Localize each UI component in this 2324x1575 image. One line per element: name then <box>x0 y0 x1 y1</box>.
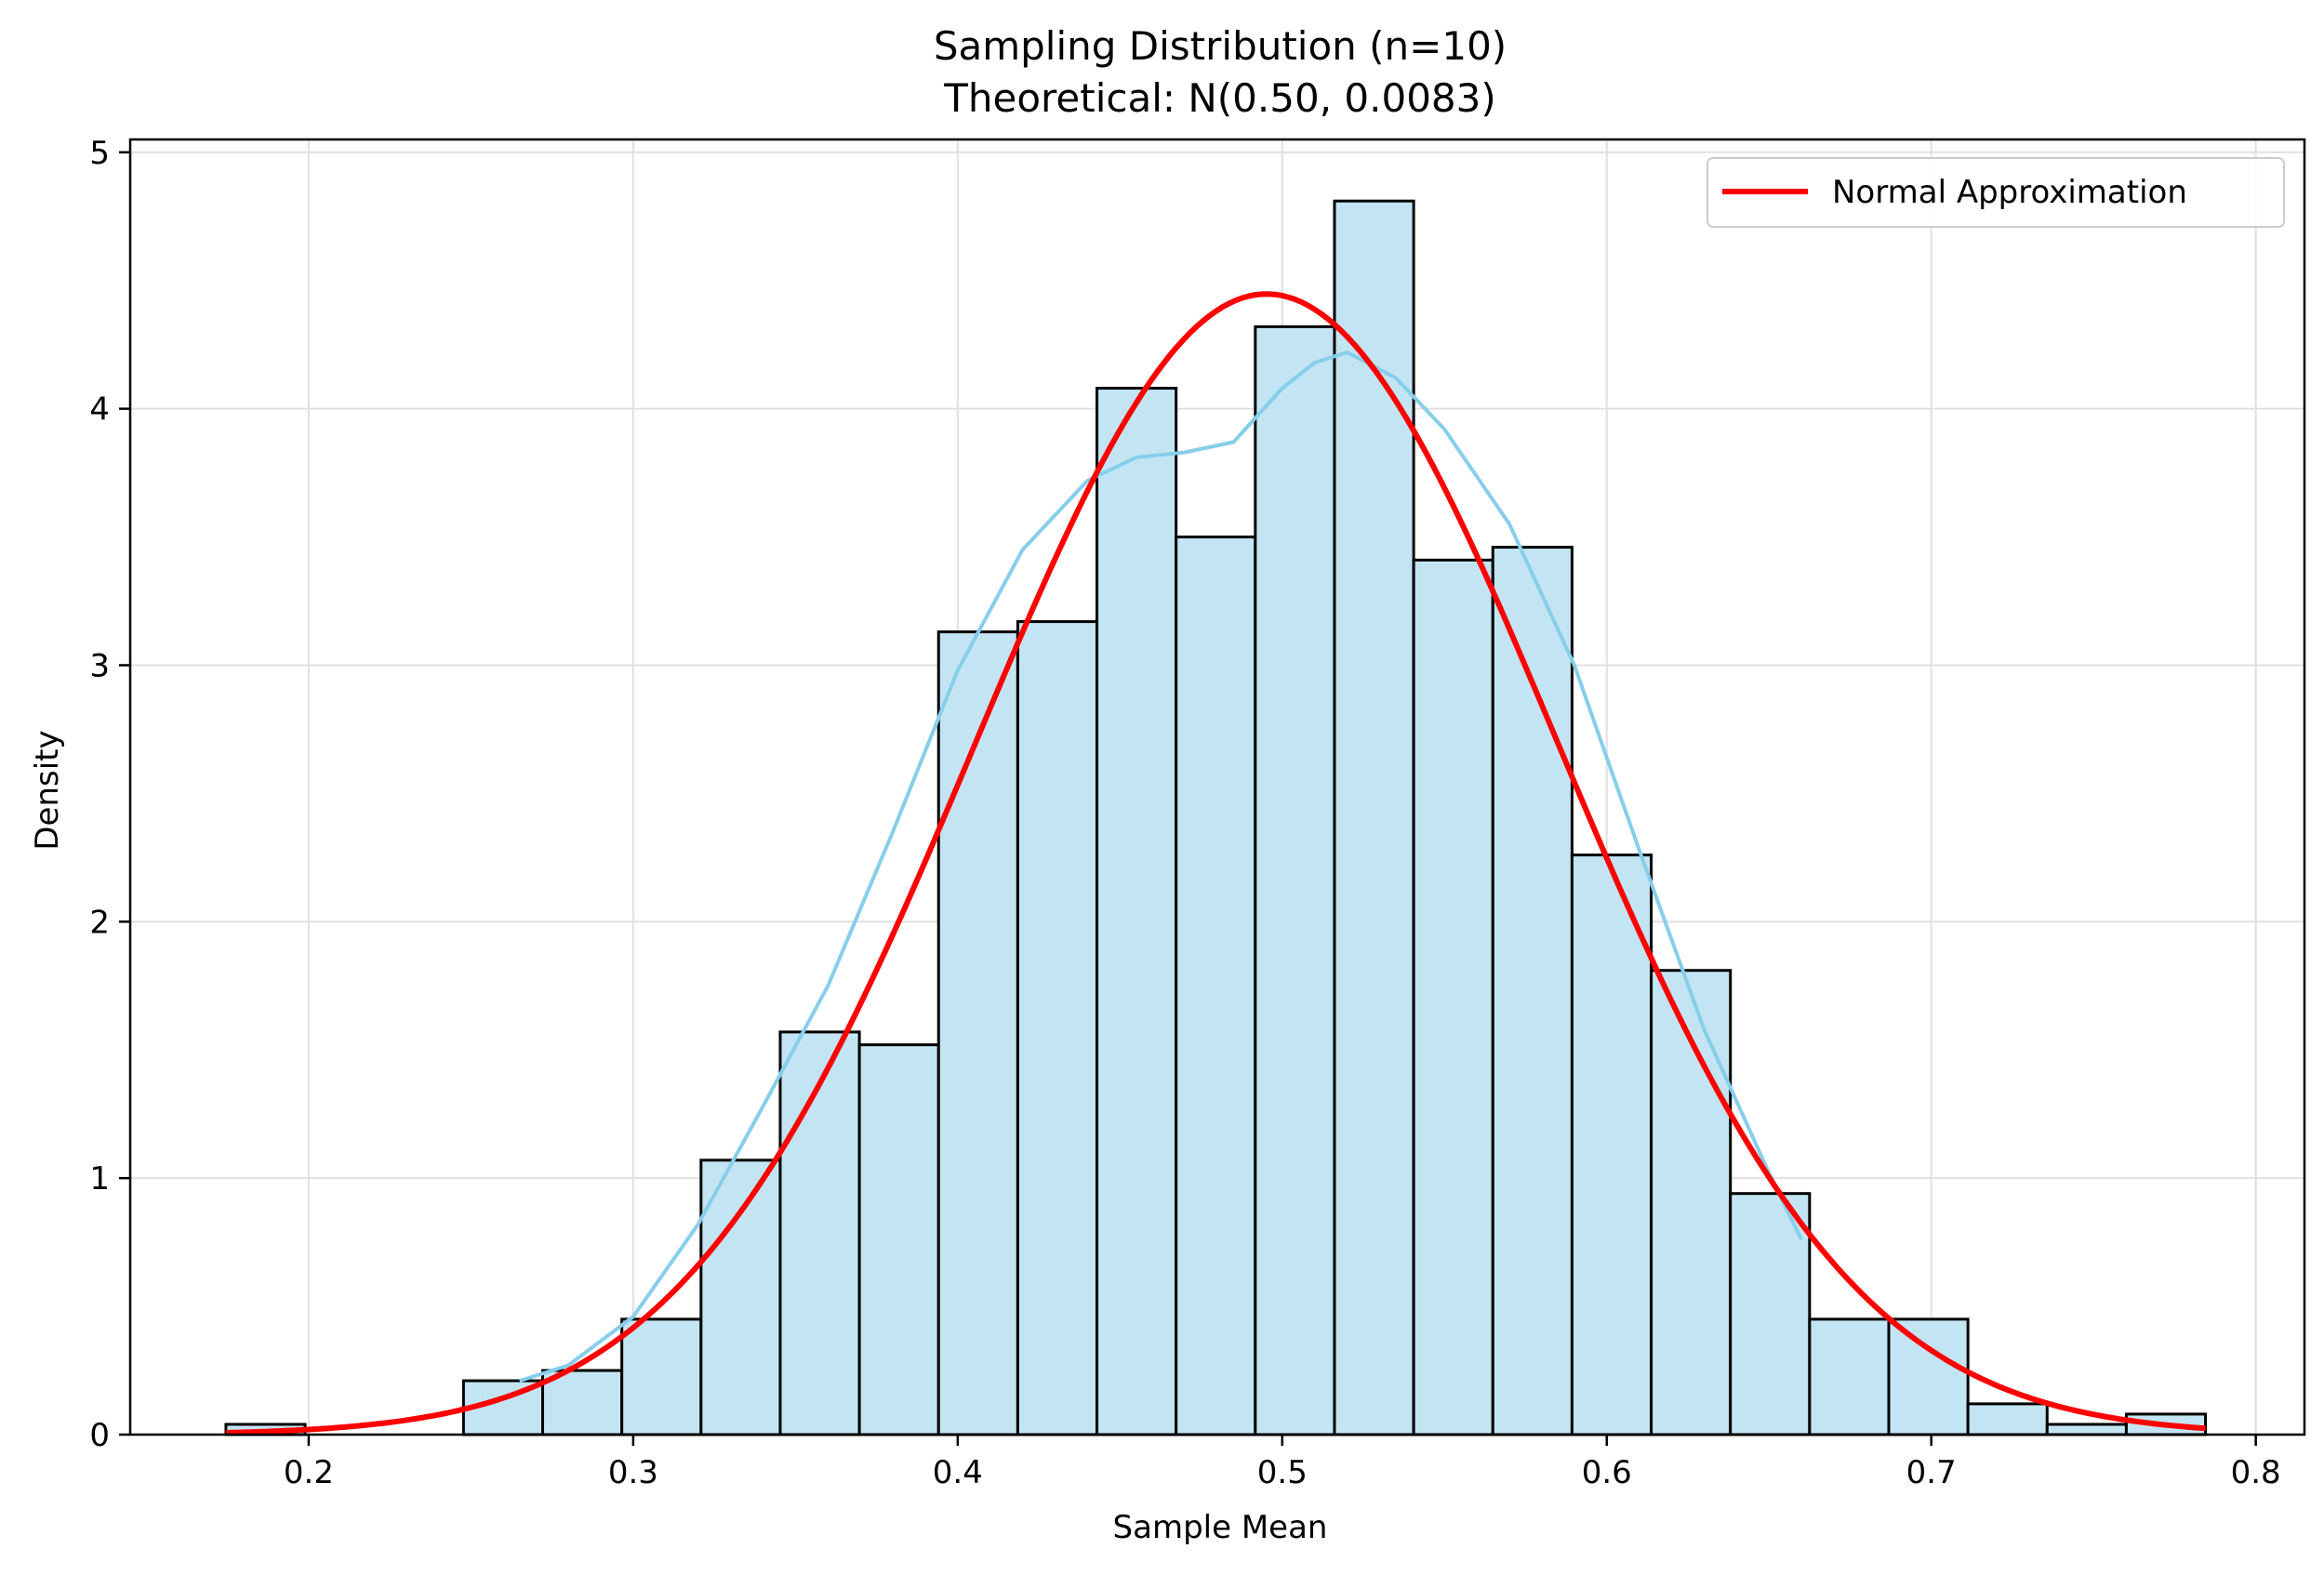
histogram-bar <box>1096 387 1178 1436</box>
histogram-bar <box>1254 324 1336 1436</box>
histogram-bar <box>1175 536 1257 1436</box>
legend: Normal Approximation <box>1706 157 2285 228</box>
histogram-bar <box>1016 620 1099 1436</box>
x-axis-label: Sample Mean <box>1113 1509 1328 1546</box>
histogram-bar <box>1887 1317 1970 1436</box>
axes-layer: 0.2 0.3 0.4 0.5 0.6 0.7 0.8 0 1 2 3 4 5 <box>89 135 2306 1491</box>
y-tick-label-2: 2 <box>89 904 110 941</box>
histogram-bars <box>224 199 2208 1436</box>
chart-title: Sampling Distribution (n=10) <box>934 23 1507 69</box>
curves-layer <box>225 291 2206 1436</box>
histogram-bar <box>778 1030 861 1436</box>
legend-box <box>1706 157 2285 228</box>
plot-frame <box>128 138 2306 1436</box>
histogram-bar <box>699 1158 782 1436</box>
y-tick-label-4: 4 <box>89 391 110 429</box>
histogram-bar <box>1570 854 1653 1436</box>
normal-approximation-curve <box>225 291 2206 1436</box>
y-tick-label-3: 3 <box>89 647 110 684</box>
histogram-bar <box>1491 546 1574 1436</box>
histogram-bar <box>1808 1317 1891 1436</box>
kde-curve <box>519 350 1803 1383</box>
y-tick-label-5: 5 <box>89 135 110 172</box>
histogram-bar <box>620 1317 703 1436</box>
histogram-bar <box>936 630 1019 1436</box>
y-axis-label: Density <box>29 730 66 850</box>
histogram-bar <box>1729 1192 1812 1436</box>
histogram-bar <box>1412 558 1494 1436</box>
x-tick-label-4: 0.6 <box>1582 1454 1632 1491</box>
x-tick-label-2: 0.4 <box>933 1454 983 1491</box>
chart-subtitle: Theoretical: N(0.50, 0.0083) <box>943 75 1496 121</box>
histogram-bar <box>1650 969 1733 1436</box>
x-tick-label-6: 0.8 <box>2231 1454 2281 1491</box>
y-tick-label-0: 0 <box>89 1417 110 1454</box>
histogram-bar <box>857 1043 940 1436</box>
x-tick-label-3: 0.5 <box>1257 1454 1308 1491</box>
x-tick-label-1: 0.3 <box>608 1454 658 1491</box>
legend-label-normal-approximation: Normal Approximation <box>1832 174 2187 211</box>
y-tick-label-1: 1 <box>89 1160 110 1198</box>
histogram-bar <box>1966 1402 2049 1436</box>
histogram-bar <box>2045 1423 2128 1436</box>
x-tick-label-0: 0.2 <box>284 1454 334 1491</box>
x-tick-label-5: 0.7 <box>1906 1454 1957 1491</box>
